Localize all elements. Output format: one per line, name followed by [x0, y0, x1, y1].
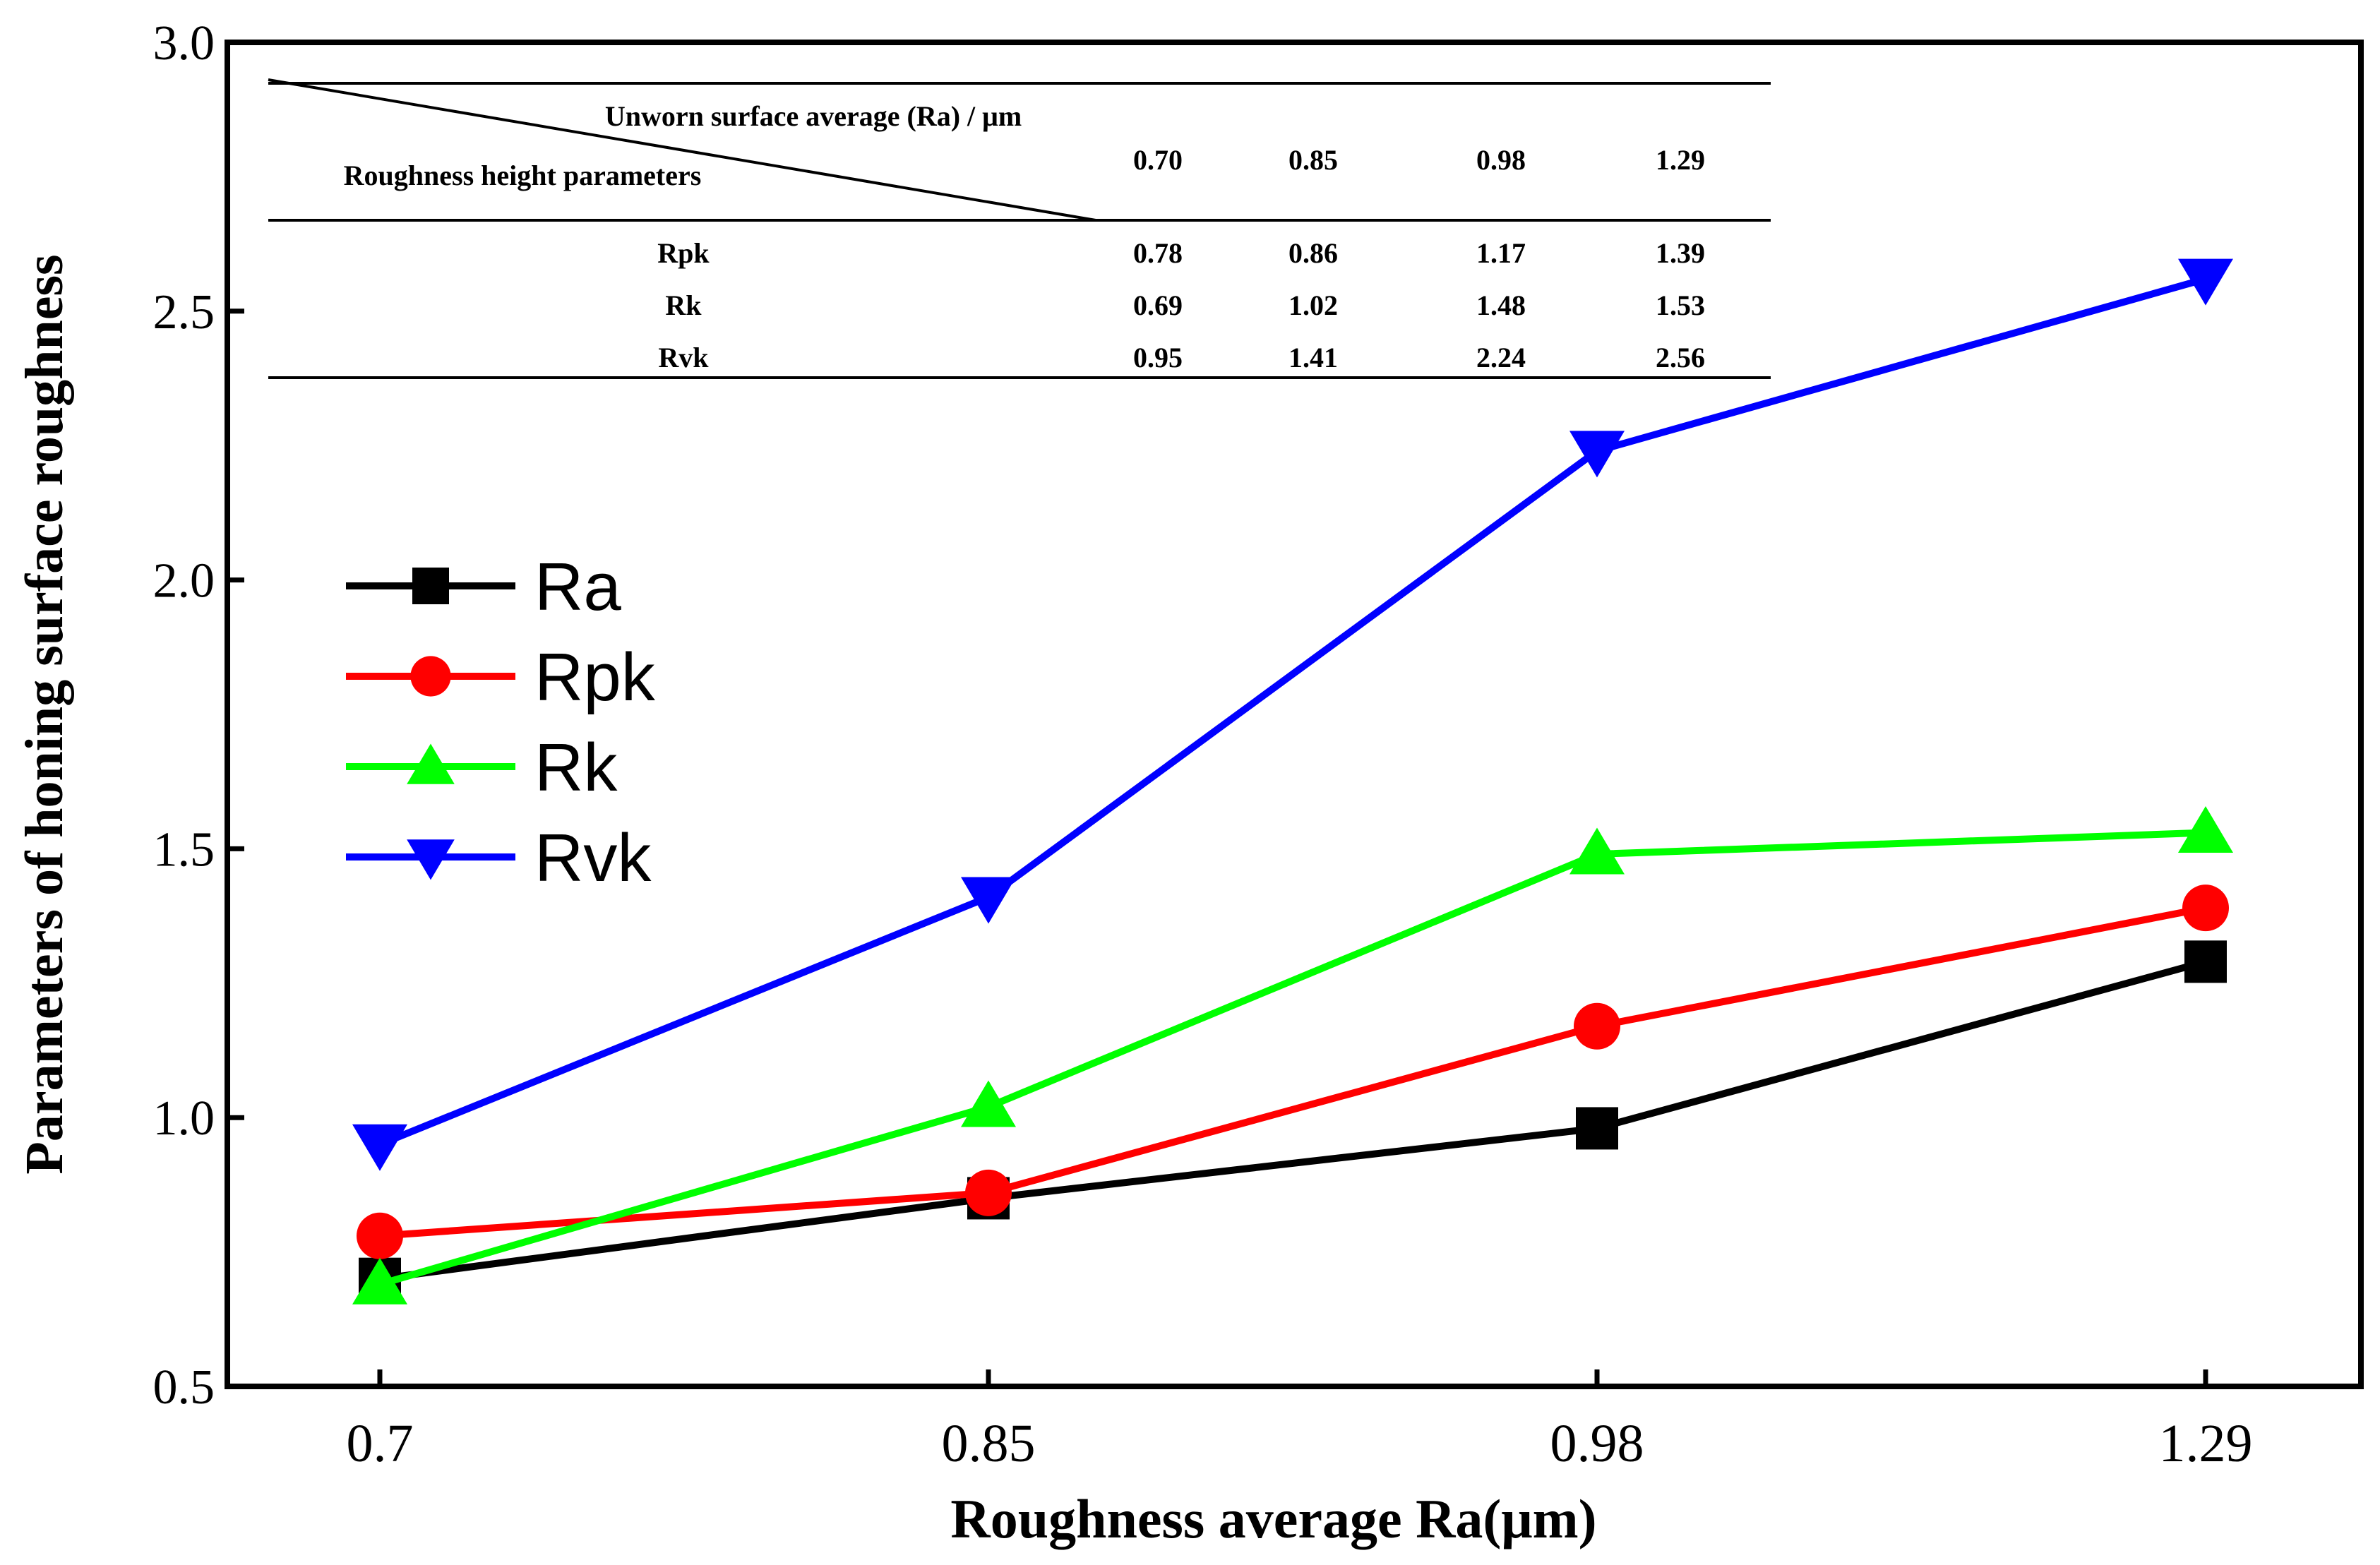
- data-point-rvk: [1569, 431, 1625, 478]
- inset-table: Unworn surface average (Ra) / μm Roughne…: [268, 78, 1771, 379]
- y-tick-label: 1.5: [153, 822, 215, 877]
- table-cell: 1.48: [1476, 289, 1526, 321]
- legend-marker: [410, 656, 451, 697]
- x-tick-label: 0.98: [1550, 1414, 1644, 1473]
- legend-item-rvk: Rvk: [346, 820, 652, 896]
- data-point-rk: [2178, 806, 2233, 853]
- series-rpk: [357, 885, 2229, 1259]
- table-cell: 1.53: [1656, 289, 1705, 321]
- series-rvk: [352, 258, 2233, 1171]
- data-point-rk: [352, 1257, 407, 1305]
- data-point-rk: [961, 1080, 1016, 1127]
- legend-marker: [412, 568, 449, 604]
- legend-item-ra: Ra: [346, 549, 621, 625]
- y-tick-label: 3.0: [153, 16, 215, 71]
- legend-label: Rk: [534, 730, 618, 805]
- legend-item-rk: Rk: [346, 730, 618, 805]
- data-point-rvk: [961, 877, 1016, 924]
- table-cells: 0.70 0.85 0.98 1.29 Rpk 0.78 0.86 1.17 1.39 Rk 0.6…: [657, 144, 1705, 373]
- y-axis-title: Parameters of honing surface roughness: [15, 254, 74, 1174]
- plot-frame: [225, 40, 2364, 1389]
- data-point-ra: [1576, 1107, 1618, 1150]
- y-tick-label: 0.5: [153, 1360, 215, 1415]
- x-tick-label: 0.85: [942, 1414, 1036, 1473]
- table-cell: 0.78: [1133, 237, 1183, 269]
- legend-marker: [407, 839, 455, 880]
- series-line-rpk: [379, 904, 2206, 1240]
- table-cell: 2.24: [1476, 342, 1526, 373]
- series-rk: [352, 806, 2233, 1305]
- data-point-rvk: [2178, 258, 2233, 306]
- series-line-rk: [378, 829, 2206, 1288]
- y-tick-label: 2.5: [153, 285, 215, 340]
- legend-label: Rpk: [534, 640, 656, 715]
- table-cell: 0.95: [1133, 342, 1183, 373]
- table-row-label: Rpk: [657, 237, 710, 269]
- table-cell: 0.86: [1288, 237, 1338, 269]
- legend-item-rpk: Rpk: [346, 640, 656, 715]
- table-column-header: 0.98: [1476, 144, 1526, 176]
- table-cell: 1.41: [1288, 342, 1338, 373]
- series-ra: [359, 940, 2227, 1300]
- x-tick-label: 1.29: [2159, 1414, 2253, 1473]
- data-point-rvk: [352, 1124, 407, 1171]
- y-tick-label: 2.0: [153, 554, 215, 608]
- table-row-label: Rk: [665, 289, 702, 321]
- legend-label: Rvk: [534, 820, 652, 896]
- data-point-rpk: [2182, 885, 2229, 932]
- x-axis-title: Roughness average Ra(μm): [950, 1488, 1596, 1549]
- x-axis: 0.7 0.85 0.98 1.29: [347, 1369, 2253, 1473]
- y-axis: 0.5 1.0 1.5 2.0 2.5 3.0: [153, 16, 244, 1415]
- data-point-rpk: [357, 1212, 403, 1259]
- series-layer: [352, 258, 2233, 1305]
- table-row-label: Rvk: [658, 342, 709, 373]
- legend-label: Ra: [534, 549, 621, 625]
- series-line-rvk: [378, 275, 2207, 1148]
- table-cell: 1.17: [1476, 237, 1526, 269]
- table-cell: 2.56: [1656, 342, 1705, 373]
- table-header-top: Unworn surface average (Ra) / μm: [605, 100, 1022, 132]
- table-cell: 1.02: [1288, 289, 1338, 321]
- data-point-rpk: [1574, 1002, 1620, 1050]
- table-cell: 0.69: [1133, 289, 1183, 321]
- table-column-header: 0.70: [1133, 144, 1183, 176]
- legend: Ra Rpk Rk Rvk: [346, 549, 656, 896]
- table-cell: 1.39: [1656, 237, 1705, 269]
- legend-marker: [407, 743, 455, 784]
- data-point-rpk: [965, 1169, 1012, 1216]
- data-point-rk: [1569, 827, 1625, 875]
- table-column-header: 1.29: [1656, 144, 1705, 176]
- table-header-left: Roughness height parameters: [344, 160, 702, 191]
- series-line-ra: [379, 958, 2207, 1283]
- x-tick-label: 0.7: [347, 1414, 414, 1473]
- data-point-ra: [2184, 940, 2227, 983]
- table-diagonal: [268, 78, 1096, 222]
- table-column-header: 0.85: [1288, 144, 1338, 176]
- y-tick-label: 1.0: [153, 1091, 215, 1146]
